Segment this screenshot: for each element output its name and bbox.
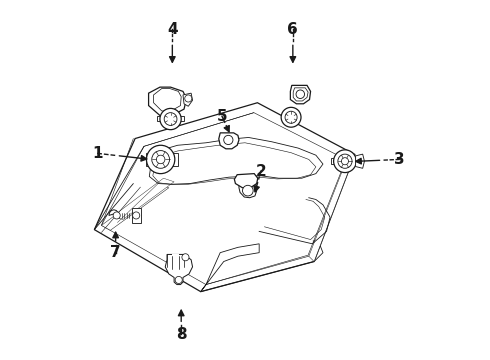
Circle shape [133,212,140,219]
Polygon shape [153,89,181,112]
Polygon shape [331,158,358,164]
Polygon shape [183,93,193,106]
Polygon shape [114,178,174,220]
Polygon shape [239,184,257,198]
Circle shape [175,276,182,283]
Text: 2: 2 [256,164,267,179]
Polygon shape [157,116,184,121]
Polygon shape [101,113,346,284]
Circle shape [281,107,301,127]
Circle shape [182,254,189,261]
Polygon shape [148,87,187,116]
Circle shape [147,145,175,174]
Circle shape [334,150,356,172]
Circle shape [113,212,120,219]
Polygon shape [234,174,258,188]
Polygon shape [291,85,311,104]
Polygon shape [356,154,365,168]
Polygon shape [201,244,259,292]
Circle shape [164,113,177,125]
Circle shape [338,154,352,168]
Polygon shape [147,153,178,166]
Polygon shape [219,133,239,149]
Polygon shape [132,208,141,222]
Text: 8: 8 [176,327,187,342]
Text: 4: 4 [167,22,178,37]
Text: 6: 6 [288,22,298,37]
Polygon shape [309,152,355,261]
Polygon shape [95,103,355,292]
Circle shape [296,90,305,99]
Polygon shape [101,184,169,230]
Text: 3: 3 [394,152,405,167]
Circle shape [243,185,253,196]
Polygon shape [165,255,193,284]
Text: 1: 1 [93,146,103,161]
Text: 7: 7 [110,245,121,260]
Circle shape [342,158,348,165]
Circle shape [160,108,181,130]
Polygon shape [293,88,308,101]
Circle shape [185,95,192,102]
Polygon shape [172,255,179,269]
Circle shape [156,155,165,164]
Circle shape [152,150,170,168]
Circle shape [285,111,297,123]
Polygon shape [109,210,118,215]
Text: 5: 5 [217,109,227,124]
Circle shape [224,135,233,145]
